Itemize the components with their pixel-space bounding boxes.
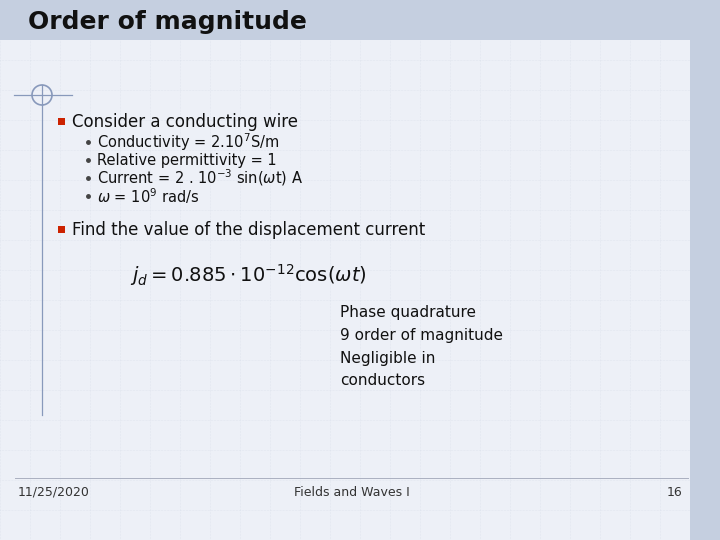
Text: Fields and Waves I: Fields and Waves I bbox=[294, 485, 410, 498]
Text: Current = 2 . 10$^{-3}$ sin($\omega$t) A: Current = 2 . 10$^{-3}$ sin($\omega$t) A bbox=[97, 167, 303, 188]
Bar bbox=[58, 226, 65, 233]
Text: Consider a conducting wire: Consider a conducting wire bbox=[72, 113, 298, 131]
Text: Find the value of the displacement current: Find the value of the displacement curre… bbox=[72, 221, 426, 239]
Text: Conductivity = 2.10$^7$S/m: Conductivity = 2.10$^7$S/m bbox=[97, 131, 279, 153]
Text: $\omega$ = 10$^9$ rad/s: $\omega$ = 10$^9$ rad/s bbox=[97, 186, 199, 206]
FancyBboxPatch shape bbox=[690, 0, 720, 540]
Text: Relative permittivity = 1: Relative permittivity = 1 bbox=[97, 152, 276, 167]
Text: 11/25/2020: 11/25/2020 bbox=[18, 485, 90, 498]
Text: Phase quadrature
9 order of magnitude
Negligible in
conductors: Phase quadrature 9 order of magnitude Ne… bbox=[340, 305, 503, 388]
Text: Order of magnitude: Order of magnitude bbox=[28, 10, 307, 34]
Text: 16: 16 bbox=[666, 485, 682, 498]
FancyBboxPatch shape bbox=[0, 0, 720, 40]
Bar bbox=[58, 118, 65, 125]
Text: $j_d = 0.885 \cdot 10^{-12} \cos(\omega t)$: $j_d = 0.885 \cdot 10^{-12} \cos(\omega … bbox=[130, 262, 366, 288]
